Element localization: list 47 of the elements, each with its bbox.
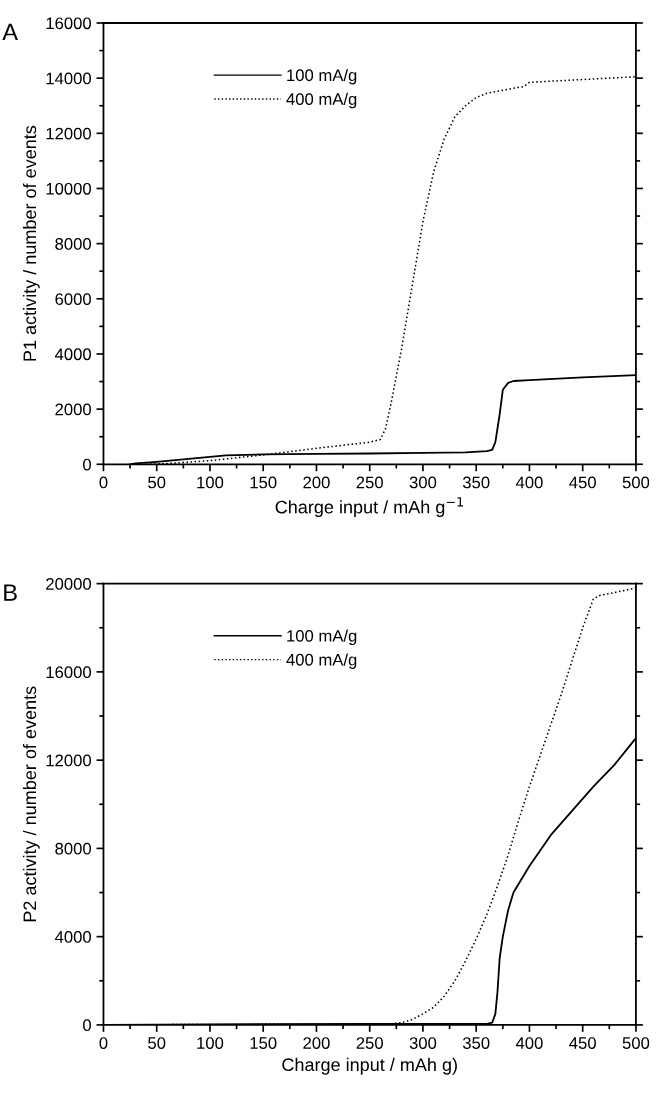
y-tick-label: 8000 — [55, 238, 92, 250]
x-tick-label: 250 — [356, 1037, 383, 1049]
x-tick-label: 250 — [356, 476, 383, 489]
y-tick-label: 10000 — [46, 182, 92, 195]
x-tick-label: 300 — [409, 1037, 437, 1049]
x-tick-label: 150 — [250, 476, 277, 489]
y-axis-title: P1 activity / number of events — [22, 125, 40, 361]
x-tick-label: 450 — [569, 1037, 596, 1049]
chart-title: A — [2, 23, 18, 41]
legend-label: 100 mA/g — [287, 629, 357, 646]
y-tick-label: 6000 — [55, 293, 92, 305]
y-tick-label: 2000 — [55, 403, 92, 416]
x-tick-label: 200 — [303, 476, 330, 489]
y-tick-label: 8000 — [55, 842, 92, 855]
x-tick-label: 450 — [569, 476, 596, 489]
x-axis-title: Charge input / mAh g$^{−1}$ — [275, 497, 463, 518]
x-tick-label: 100 — [197, 1037, 224, 1049]
y-tick-label: 4000 — [54, 931, 92, 943]
legend-label: 400 mA/g — [286, 653, 357, 669]
x-tick-label: 50 — [148, 1037, 166, 1049]
y-tick-label: 4000 — [54, 348, 92, 361]
y-tick-label: 0 — [83, 458, 92, 471]
x-axis-title: Charge input / mAh g) — [282, 1057, 457, 1075]
y-tick-label: 0 — [83, 1019, 92, 1032]
x-tick-label: 0 — [99, 476, 108, 489]
y-tick-label: 20000 — [46, 578, 92, 590]
legend-label: 100 mA/g — [287, 68, 357, 85]
chart-title: B — [4, 584, 17, 601]
x-tick-label: 300 — [409, 476, 437, 489]
x-tick-label: 150 — [250, 1037, 277, 1049]
x-tick-label: 500 — [622, 1037, 650, 1049]
y-tick-label: 12000 — [46, 754, 92, 767]
x-tick-label: 0 — [99, 1037, 108, 1049]
x-tick-label: 400 — [515, 1037, 543, 1049]
y-tick-label: 12000 — [46, 127, 92, 140]
x-tick-label: 350 — [462, 476, 490, 489]
y-tick-label: 16000 — [46, 666, 92, 679]
legend-label: 400 mA/g — [286, 92, 357, 109]
y-tick-label: 14000 — [46, 72, 92, 85]
y-tick-label: 16000 — [46, 17, 92, 30]
x-tick-label: 200 — [303, 1037, 330, 1049]
y-axis-title: P2 activity / number of events — [22, 686, 40, 922]
x-tick-label: 500 — [622, 476, 650, 489]
x-tick-label: 350 — [462, 1037, 490, 1049]
x-tick-label: 400 — [515, 476, 543, 489]
x-tick-label: 100 — [197, 476, 224, 489]
x-tick-label: 50 — [148, 476, 166, 489]
